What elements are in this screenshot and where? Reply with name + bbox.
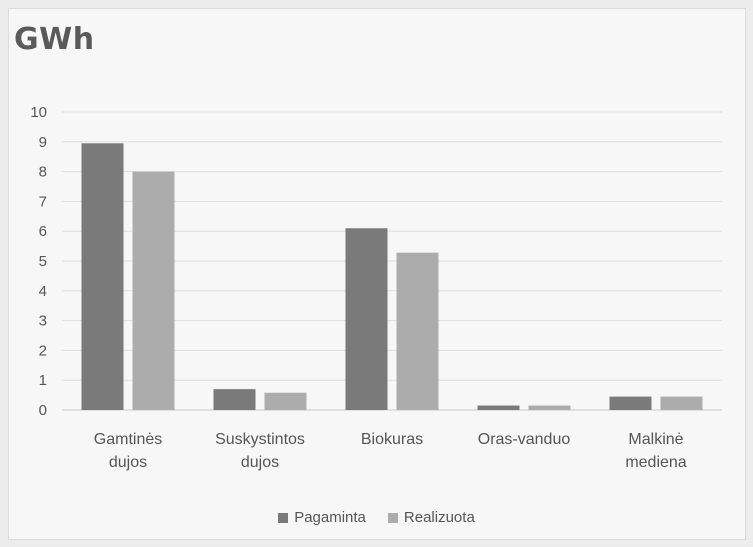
chart-title: GWh (14, 22, 95, 57)
bar-realizuota-4 (660, 396, 703, 410)
bar-pagaminta-2 (345, 228, 388, 410)
y-tick-label: 6 (39, 223, 47, 240)
x-tick-label: Suskystintos dujos (215, 431, 305, 471)
x-tick-label: Malkinė mediena (625, 431, 686, 471)
x-tick-label-line: dujos (241, 454, 279, 471)
y-tick-label: 4 (39, 283, 47, 300)
x-tick-label: Biokuras (361, 431, 423, 448)
legend-label-pagaminta: Pagaminta (294, 509, 366, 526)
x-tick-label-line: Gamtinės (94, 431, 162, 448)
bar-realizuota-0 (132, 171, 175, 410)
x-tick-label-line: mediena (625, 454, 686, 471)
x-tick-label-line: Suskystintos (215, 431, 305, 448)
legend-item-realizuota: Realizuota (387, 509, 475, 526)
legend-swatch-realizuota (387, 512, 398, 523)
bar-pagaminta-0 (81, 143, 124, 411)
y-tick-label: 0 (39, 402, 47, 419)
y-tick-label: 2 (39, 342, 47, 359)
x-tick-label-line: Oras-vanduo (478, 431, 571, 448)
bar-realizuota-3 (528, 405, 571, 410)
y-tick-label: 3 (39, 313, 47, 330)
y-tick-label: 7 (39, 193, 47, 210)
bar-pagaminta-4 (609, 396, 652, 410)
legend: Pagaminta Realizuota (0, 509, 753, 526)
y-tick-label: 10 (30, 104, 47, 121)
legend-swatch-pagaminta (278, 512, 289, 523)
x-tick-label-line: Malkinė (628, 431, 683, 448)
legend-item-pagaminta: Pagaminta (278, 509, 366, 526)
y-tick-label: 5 (39, 253, 47, 270)
x-tick-label-line: dujos (109, 454, 147, 471)
x-tick-label: Gamtinės dujos (94, 431, 162, 471)
x-tick-label: Oras-vanduo (478, 431, 571, 448)
legend-label-realizuota: Realizuota (403, 509, 475, 526)
bar-realizuota-1 (264, 392, 307, 410)
x-tick-label-line: Biokuras (361, 431, 423, 448)
y-tick-label: 8 (39, 164, 47, 181)
bar-pagaminta-3 (477, 405, 520, 410)
y-tick-label: 1 (39, 372, 47, 389)
y-tick-label: 9 (39, 134, 47, 151)
bar-realizuota-2 (396, 252, 439, 410)
bar-pagaminta-1 (213, 389, 256, 410)
